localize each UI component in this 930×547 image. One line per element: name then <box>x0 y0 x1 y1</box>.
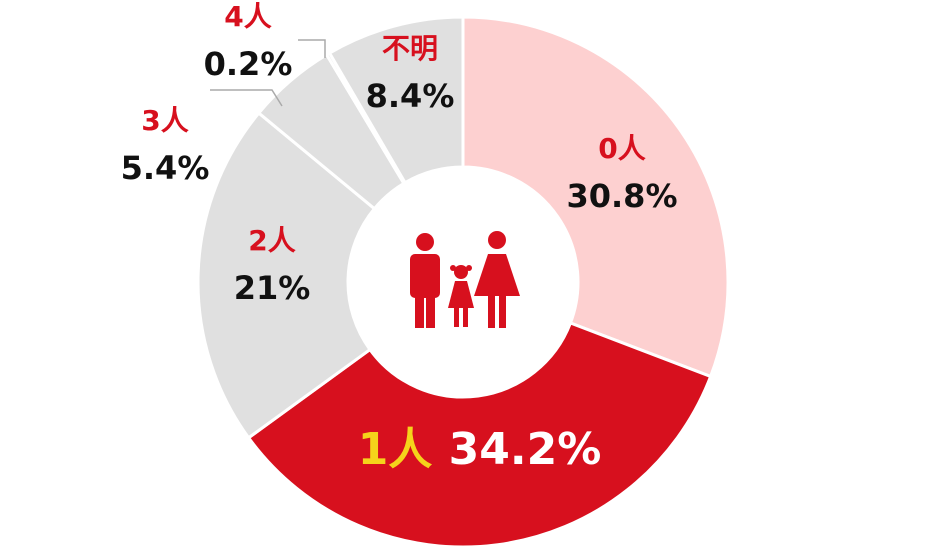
slice <box>327 15 465 185</box>
slice-value-label: 5.4% <box>121 149 210 187</box>
slice-value-label: 34.2% <box>449 424 602 475</box>
slice-value-label: 30.8% <box>566 177 677 215</box>
slice-category-label: 不明 <box>382 32 438 65</box>
slice-category-label: 0人 <box>598 132 645 165</box>
slice-value-label: 0.2% <box>204 45 293 83</box>
leader-line <box>210 89 283 107</box>
slice-category-label: 2人 <box>248 224 295 257</box>
slice <box>246 321 713 547</box>
slice-category-label: 3人 <box>141 104 188 137</box>
slice-category-label: 1人 <box>358 424 433 475</box>
slices <box>196 15 730 547</box>
slice-category-label: 4人 <box>224 0 271 33</box>
slice-value-label: 21% <box>234 269 311 307</box>
family-icon <box>410 231 520 328</box>
leader-line <box>298 39 326 58</box>
slice <box>461 15 730 379</box>
slice-value-label: 8.4% <box>366 77 455 115</box>
slice <box>196 110 377 440</box>
